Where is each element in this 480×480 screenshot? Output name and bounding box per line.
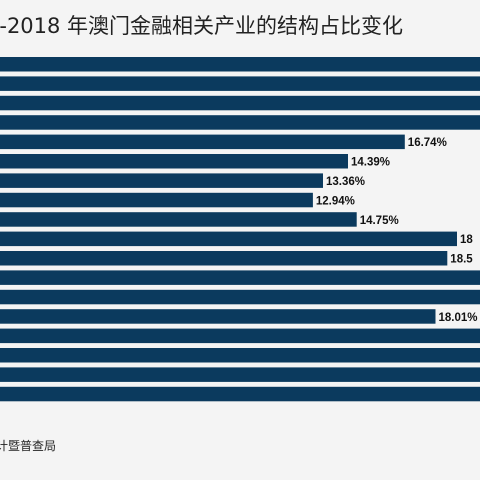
data-label-11: 18.5 [450, 254, 473, 266]
bar-chart: 16.74% 14.39% 13.36% 12.94% 14.75% 18 18.5 18.0… [0, 57, 480, 402]
bar-7 [0, 173, 323, 188]
bar-3 [0, 95, 480, 111]
bar-18 [0, 386, 480, 402]
data-label-6: 14.39% [351, 157, 390, 169]
bar-10 [0, 231, 457, 247]
source-note: 计暨普查局 [0, 439, 57, 453]
bar-14 [0, 309, 436, 324]
bar-9 [0, 212, 357, 227]
bar-2 [0, 76, 480, 91]
bar-1 [0, 57, 480, 72]
bar-8 [0, 192, 313, 208]
data-label-7: 13.36% [326, 176, 365, 188]
bar-13 [0, 289, 480, 305]
bar-6 [0, 154, 348, 169]
bar-16 [0, 348, 480, 363]
bar-15 [0, 328, 480, 344]
data-label-8: 12.94% [316, 195, 355, 207]
data-label-14: 18.01% [439, 312, 478, 324]
bar-12 [0, 270, 480, 285]
chart-title: 0-2018 年澳门金融相关产业的结构占比变化 [0, 14, 404, 38]
data-label-5: 16.74% [408, 137, 447, 149]
data-label-9: 14.75% [360, 215, 399, 227]
data-label-10: 18 [460, 234, 473, 246]
bar-5 [0, 134, 405, 150]
bar-17 [0, 367, 480, 382]
bar-4 [0, 115, 480, 130]
bar-11 [0, 251, 448, 266]
